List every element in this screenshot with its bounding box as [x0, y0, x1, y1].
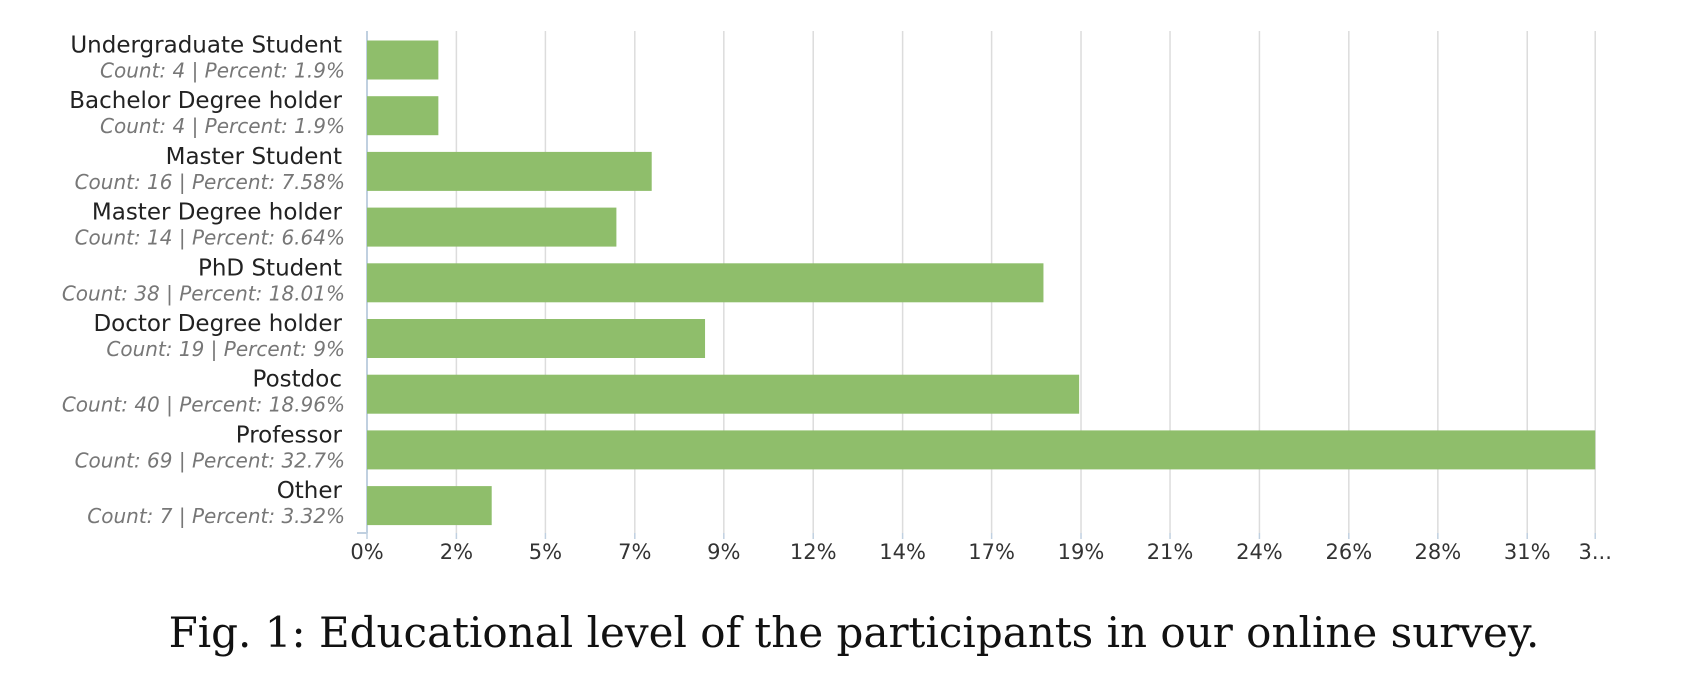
value-label: Count: 40 | Percent: 18.96% [62, 393, 345, 417]
caption: Fig. 1: Educational level of the partici… [169, 608, 1540, 657]
value-label: Count: 16 | Percent: 7.58% [75, 170, 345, 194]
bar [367, 263, 1044, 303]
bar [367, 430, 1596, 470]
x-tick-label: 14% [879, 540, 926, 564]
bar [367, 319, 706, 358]
category-label: Other [277, 478, 343, 504]
category-label: Bachelor Degree holder [69, 88, 342, 114]
x-tick-label: 21% [1147, 540, 1194, 564]
value-label: Count: 14 | Percent: 6.64% [75, 226, 345, 250]
x-tick-label: 0% [350, 540, 383, 564]
x-tick-label: 26% [1325, 540, 1372, 564]
x-tick-label: 24% [1236, 540, 1283, 564]
value-label: Count: 38 | Percent: 18.01% [62, 281, 345, 305]
value-label: Count: 7 | Percent: 3.32% [87, 504, 345, 528]
x-tick-label: 19% [1058, 540, 1105, 564]
value-label: Count: 4 | Percent: 1.9% [100, 114, 345, 138]
bar [367, 207, 617, 247]
category-label: PhD Student [198, 255, 342, 281]
x-tick-label: 17% [968, 540, 1015, 564]
category-label: Doctor Degree holder [93, 311, 342, 337]
bar [367, 486, 492, 526]
value-label: Count: 19 | Percent: 9% [106, 337, 345, 361]
bar [367, 151, 652, 191]
x-tick-label: 31% [1504, 540, 1551, 564]
x-tick-label: 12% [790, 540, 837, 564]
category-label: Professor [236, 422, 343, 448]
bar [367, 374, 1080, 414]
x-tick-label: 2% [440, 540, 473, 564]
category-label: Master Degree holder [92, 200, 343, 226]
value-label: Count: 69 | Percent: 32.7% [75, 448, 345, 472]
value-label: Count: 4 | Percent: 1.9% [100, 59, 345, 83]
x-tick-label: 28% [1414, 540, 1461, 564]
x-tick-label: 7% [618, 540, 651, 564]
category-label: Postdoc [253, 367, 342, 393]
x-tick-label: 9% [707, 540, 740, 564]
category-label: Undergraduate Student [70, 33, 342, 59]
category-label: Master Student [166, 144, 342, 170]
bar [367, 40, 439, 80]
bar [367, 96, 439, 136]
x-tick-label: 5% [529, 540, 562, 564]
x-tick-label: 3... [1579, 540, 1612, 564]
